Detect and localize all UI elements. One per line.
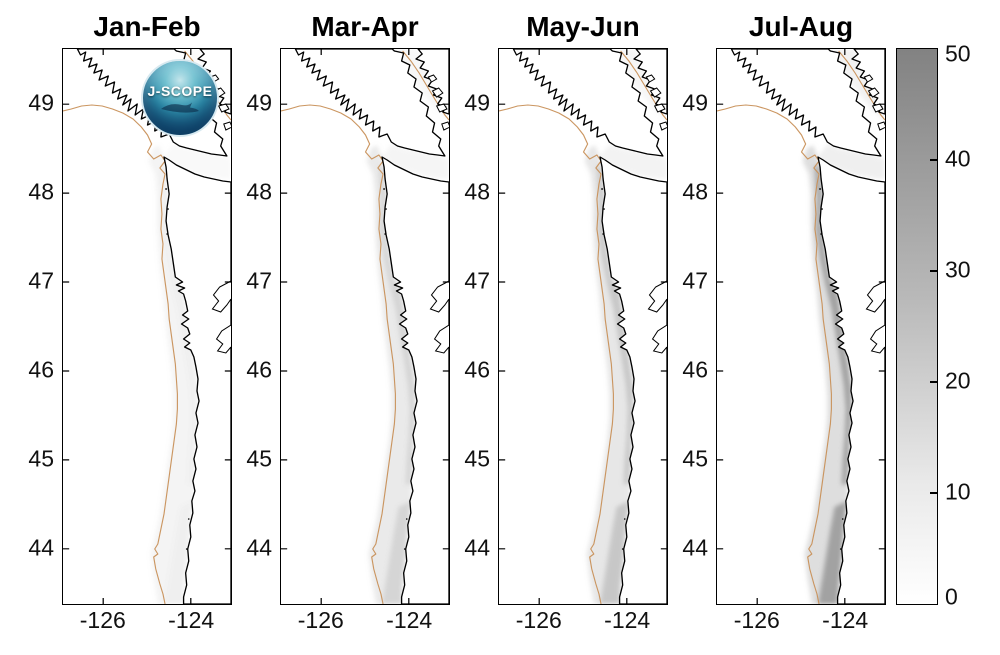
seasonal-map-figure: Jan-Feb 49 48 47 46 45 44 J-SCOPE xyxy=(14,8,983,639)
panel-mar-apr: Mar-Apr 49 48 47 46 45 44 -126 -124 xyxy=(232,8,450,639)
colorbar-labels: 50 40 30 20 10 0 xyxy=(945,40,983,610)
x-tick-label: -124 xyxy=(168,607,215,633)
colorbar-tick-label: 30 xyxy=(945,256,971,283)
panel-title: Jan-Feb xyxy=(93,11,201,42)
colorbar-tick-label: 0 xyxy=(945,583,958,610)
y-tick-label: 49 xyxy=(464,89,490,116)
x-tick-label: -126 xyxy=(515,607,562,633)
y-tick-label: 45 xyxy=(464,445,490,472)
coastline-map xyxy=(717,49,885,604)
map-mar-apr xyxy=(280,48,450,605)
colorbar-tick xyxy=(930,159,937,161)
y-axis-labels: 49 48 47 46 45 44 xyxy=(232,48,280,603)
colorbar-tick-label: 50 xyxy=(945,40,971,67)
map-jul-aug xyxy=(716,48,886,605)
y-tick-label: 49 xyxy=(28,89,54,116)
coastline-map xyxy=(281,49,449,604)
y-tick-label: 49 xyxy=(246,89,272,116)
x-axis-labels: -126 -124 xyxy=(280,605,450,639)
x-tick-label: -126 xyxy=(79,607,126,633)
y-tick-label: 47 xyxy=(246,267,272,294)
whale-icon xyxy=(161,102,199,113)
colorbar-tick-label: 10 xyxy=(945,478,971,505)
colorbar-tick-label: 40 xyxy=(945,145,971,172)
coastline-map xyxy=(499,49,667,604)
colorbar-tick xyxy=(930,492,937,494)
y-axis-labels: 49 48 47 46 45 44 xyxy=(668,48,716,603)
panel-may-jun: May-Jun 49 48 47 46 45 44 -126 -124 xyxy=(450,8,668,639)
panel-title: Jul-Aug xyxy=(748,11,854,42)
y-tick-label: 45 xyxy=(246,445,272,472)
y-tick-label: 48 xyxy=(682,178,708,205)
y-tick-label: 44 xyxy=(28,534,54,561)
x-axis-labels: -126 -124 xyxy=(716,605,886,639)
y-tick-label: 44 xyxy=(682,534,708,561)
panel-title: Mar-Apr xyxy=(311,11,419,42)
panel-title: May-Jun xyxy=(526,11,640,42)
x-tick-label: -124 xyxy=(386,607,433,633)
jscope-logo: J-SCOPE xyxy=(141,59,219,137)
y-tick-label: 47 xyxy=(28,267,54,294)
y-tick-label: 44 xyxy=(246,534,272,561)
x-tick-label: -126 xyxy=(733,607,780,633)
colorbar-gradient xyxy=(896,48,938,605)
y-tick-label: 46 xyxy=(28,356,54,383)
coastline-map xyxy=(63,49,231,604)
y-axis-labels: 49 48 47 46 45 44 xyxy=(14,48,62,603)
x-tick-label: -126 xyxy=(297,607,344,633)
jscope-logo-label: J-SCOPE xyxy=(147,82,213,99)
map-jan-feb: J-SCOPE xyxy=(62,48,232,605)
y-tick-label: 46 xyxy=(246,356,272,383)
y-tick-label: 46 xyxy=(682,356,708,383)
y-tick-label: 48 xyxy=(464,178,490,205)
x-axis-labels: -126 -124 xyxy=(498,605,668,639)
colorbar-tick xyxy=(930,270,937,272)
y-tick-label: 46 xyxy=(464,356,490,383)
y-axis-labels: 49 48 47 46 45 44 xyxy=(450,48,498,603)
y-tick-label: 47 xyxy=(682,267,708,294)
x-tick-label: -124 xyxy=(822,607,869,633)
y-tick-label: 48 xyxy=(28,178,54,205)
colorbar: 50 40 30 20 10 0 xyxy=(896,8,983,610)
x-axis-labels: -126 -124 xyxy=(62,605,232,639)
colorbar-tick xyxy=(930,381,937,383)
y-tick-label: 45 xyxy=(682,445,708,472)
y-tick-label: 44 xyxy=(464,534,490,561)
colorbar-tick-label: 20 xyxy=(945,367,971,394)
y-tick-label: 48 xyxy=(246,178,272,205)
panel-jul-aug: Jul-Aug 49 48 47 46 45 44 -126 -124 xyxy=(668,8,886,639)
y-tick-label: 45 xyxy=(28,445,54,472)
y-tick-label: 49 xyxy=(682,89,708,116)
y-tick-label: 47 xyxy=(464,267,490,294)
panel-jan-feb: Jan-Feb 49 48 47 46 45 44 J-SCOPE xyxy=(14,8,232,639)
map-may-jun xyxy=(498,48,668,605)
x-tick-label: -124 xyxy=(604,607,651,633)
